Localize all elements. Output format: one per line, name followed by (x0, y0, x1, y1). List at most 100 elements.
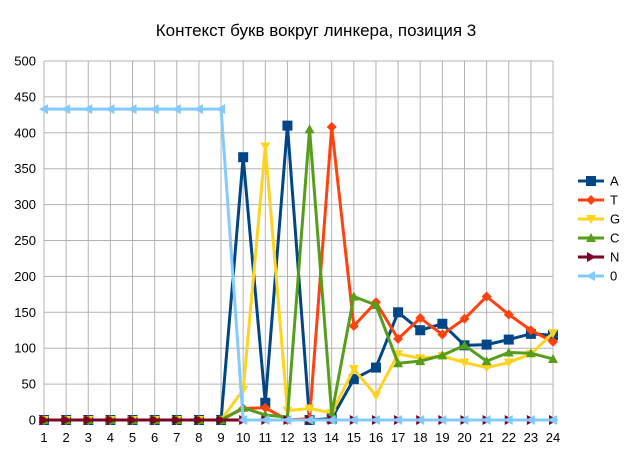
data-point-N (62, 415, 72, 425)
data-point-C (348, 291, 359, 301)
x-tick-label: 18 (413, 430, 427, 445)
y-tick-label: 350 (14, 161, 36, 176)
legend-label: T (610, 193, 618, 208)
data-point-G (393, 349, 404, 359)
data-point-A (260, 397, 271, 408)
legend-label: N (610, 250, 619, 265)
data-point-0 (171, 104, 181, 115)
x-tick-label: 19 (435, 430, 449, 445)
data-point-0 (61, 104, 71, 115)
data-point-T (260, 402, 271, 413)
data-point-N (128, 415, 138, 425)
data-point-0 (370, 415, 380, 425)
x-tick-label: 23 (524, 430, 538, 445)
data-point-C (548, 353, 558, 363)
legend-item-N: N (578, 250, 619, 265)
data-point-T (326, 122, 337, 133)
series-group (39, 104, 558, 425)
x-tick-label: 4 (107, 430, 114, 445)
data-point-A (282, 120, 293, 131)
data-point-0 (503, 415, 513, 425)
data-point-0 (437, 415, 447, 425)
data-point-0 (304, 415, 314, 425)
data-point-0 (105, 104, 115, 115)
series-0 (39, 104, 557, 425)
x-tick-label: 1 (40, 430, 47, 445)
data-point-0 (149, 104, 159, 115)
data-point-0 (481, 415, 491, 425)
data-point-A (348, 374, 359, 385)
data-point-C (437, 350, 448, 360)
data-point-A (415, 325, 426, 336)
data-point-A (370, 362, 381, 373)
x-tick-label: 13 (302, 430, 316, 445)
data-point-G (260, 142, 271, 152)
legend-item-G: G (578, 212, 620, 227)
y-axis-ticks: 0 50 100 150 200 250 300 350 400 450 500 (14, 54, 36, 428)
data-point-G (370, 391, 381, 401)
data-point-T (525, 325, 536, 336)
x-tick-label: 5 (129, 430, 136, 445)
data-point-0 (548, 415, 557, 425)
y-tick-label: 450 (14, 89, 36, 104)
data-point-0 (83, 104, 93, 115)
data-point-N (150, 415, 160, 425)
grid-lines (43, 60, 554, 421)
data-point-C (304, 124, 315, 134)
y-tick-label: 100 (14, 341, 36, 356)
x-tick-label: 9 (217, 430, 224, 445)
data-point-N (84, 415, 94, 425)
data-point-A (393, 307, 404, 318)
data-point-T (459, 313, 470, 324)
x-tick-label: 21 (479, 430, 493, 445)
y-tick-label: 500 (14, 54, 36, 69)
data-point-N (40, 415, 49, 425)
x-tick-label: 24 (546, 430, 560, 445)
data-point-0 (238, 415, 248, 425)
data-point-G (503, 358, 514, 368)
data-point-G (304, 404, 315, 414)
data-point-G (481, 363, 492, 373)
legend-item-A: A (578, 174, 619, 189)
data-point-0 (459, 415, 469, 425)
x-tick-label: 17 (391, 430, 405, 445)
x-axis-ticks: 1 2 3 4 5 6 7 8 9 10 11 12 13 14 15 16 17 18 19 20 21 22 23 24 (40, 430, 560, 445)
data-point-0 (216, 104, 226, 115)
legend-marker (586, 233, 596, 242)
data-point-T (437, 329, 448, 340)
data-point-A (437, 318, 448, 329)
data-point-0 (348, 415, 358, 425)
legend-marker (586, 195, 596, 205)
data-point-T (415, 313, 426, 324)
data-point-N (106, 415, 116, 425)
chart-title: Контекст букв вокруг линкера, позиция 3 (156, 21, 477, 40)
x-tick-label: 6 (151, 430, 158, 445)
y-tick-label: 50 (22, 377, 36, 392)
data-point-0 (260, 415, 270, 425)
data-point-0 (326, 415, 336, 425)
legend-item-0: 0 (578, 269, 617, 284)
data-point-C (481, 356, 492, 366)
y-tick-label: 300 (14, 197, 36, 212)
x-tick-label: 7 (173, 430, 180, 445)
y-tick-label: 250 (14, 233, 36, 248)
data-point-T (503, 309, 514, 320)
legend-marker (586, 176, 596, 186)
legend-marker (586, 215, 596, 224)
y-tick-label: 0 (29, 413, 36, 428)
data-point-0 (525, 415, 535, 425)
x-tick-label: 3 (85, 430, 92, 445)
data-point-C (525, 348, 536, 358)
data-point-0 (127, 104, 137, 115)
data-point-0 (415, 415, 425, 425)
x-tick-label: 20 (457, 430, 471, 445)
data-point-A (238, 152, 249, 163)
data-point-0 (282, 415, 292, 425)
data-point-0 (393, 415, 403, 425)
data-point-C (415, 356, 426, 366)
legend-marker (586, 271, 595, 281)
y-tick-label: 400 (14, 125, 36, 140)
data-point-C (459, 340, 470, 350)
legend-item-T: T (578, 193, 618, 208)
data-point-T (481, 291, 492, 302)
